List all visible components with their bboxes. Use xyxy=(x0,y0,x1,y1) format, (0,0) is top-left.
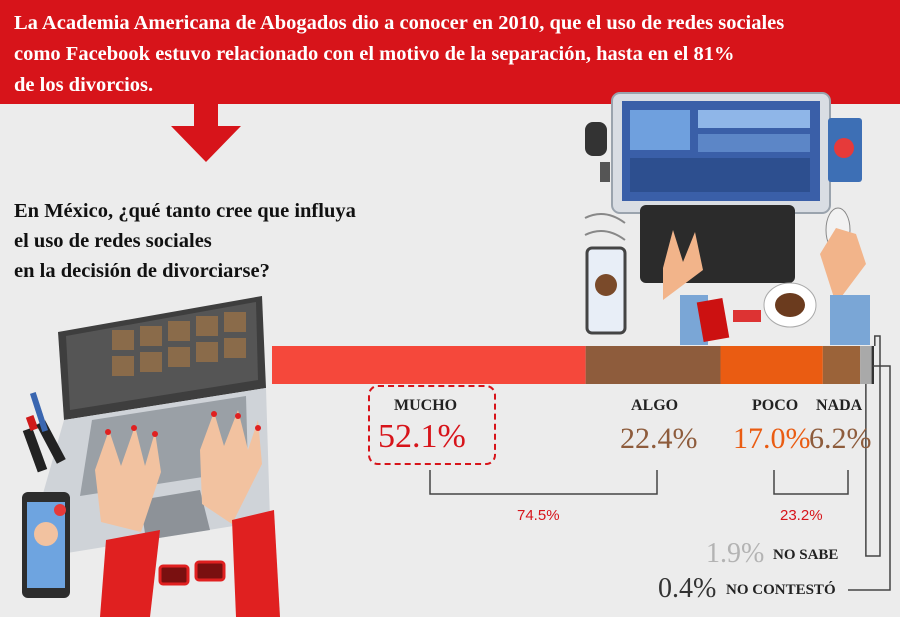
label-no-contesto: NO CONTESTÓ xyxy=(726,582,836,598)
leader-no-sabe xyxy=(865,335,881,557)
group-total-poco-nada: 23.2% xyxy=(780,507,823,524)
leader-no-contesto xyxy=(848,365,891,591)
bar-no-contesto xyxy=(871,346,874,384)
down-arrow-icon xyxy=(171,104,241,162)
value-algo: 22.4% xyxy=(620,422,698,455)
value-nada: 6.2% xyxy=(809,422,872,455)
group-total-mucho-algo: 74.5% xyxy=(517,507,560,524)
survey-question: En México, ¿qué tanto cree que influya e… xyxy=(14,200,356,282)
header-text: La Academia Americana de Abogados dio a … xyxy=(14,12,785,96)
label-nada: NADA xyxy=(816,397,863,414)
value-no-contesto: 0.4% xyxy=(658,573,717,604)
group-brackets xyxy=(429,335,891,591)
mucho-highlight-box xyxy=(368,385,496,465)
bar-algo xyxy=(585,346,721,384)
bar-nada xyxy=(822,346,861,384)
bracket-mucho-algo xyxy=(429,470,658,495)
label-mucho: MUCHO xyxy=(394,397,458,414)
bracket-poco-nada xyxy=(773,470,849,495)
label-poco: POCO xyxy=(752,397,799,414)
bar-poco xyxy=(720,346,823,384)
bar-no-sabe xyxy=(860,346,872,384)
header-banner: La Academia Americana de Abogados dio a … xyxy=(0,0,900,104)
bar-segments xyxy=(272,346,874,384)
value-no-sabe: 1.9% xyxy=(706,538,765,569)
label-no-sabe: NO SABE xyxy=(773,547,839,563)
label-algo: ALGO xyxy=(631,397,679,414)
value-mucho: 52.1% xyxy=(378,418,466,455)
value-poco: 17.0% xyxy=(733,422,811,455)
bar-mucho xyxy=(272,346,586,384)
